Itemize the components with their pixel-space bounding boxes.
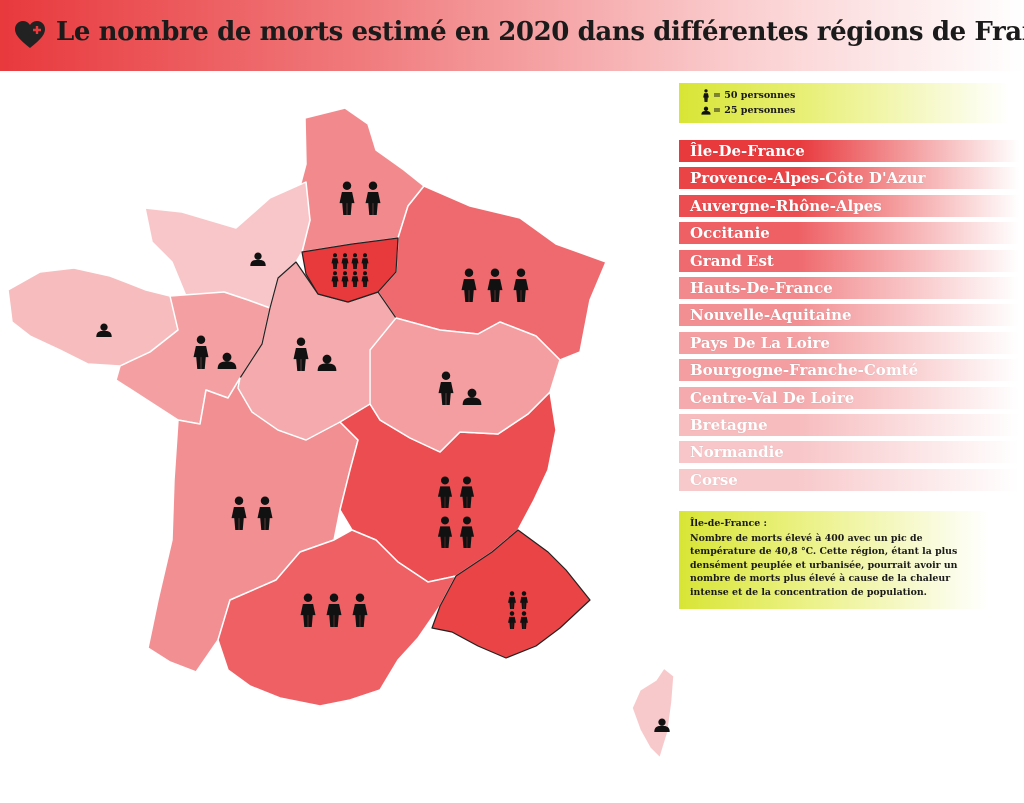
- region-rank-item: Normandie: [679, 441, 1019, 464]
- region-ranking-list: Île-De-France Provence-Alpes-Côte D'Azur A…: [679, 140, 1019, 496]
- map-region: [301, 237, 399, 303]
- legend: = 50 personnes = 25 personnes: [679, 83, 1009, 123]
- map-region: [369, 317, 561, 453]
- note-body: Nombre de morts élevé à 400 avec un pic …: [690, 532, 958, 598]
- legend-half-label: = 25 personnes: [713, 105, 796, 116]
- region-rank-item: Bretagne: [679, 413, 1019, 436]
- person-icon: [703, 89, 709, 102]
- region-rank-item: Nouvelle-Aquitaine: [679, 304, 1019, 327]
- region-rank-item: Provence-Alpes-Côte D'Azur: [679, 167, 1019, 190]
- map-region: [631, 667, 675, 759]
- region-rank-item: Occitanie: [679, 222, 1019, 245]
- region-rank-item: Centre-Val De Loire: [679, 386, 1019, 409]
- heart-plus-icon: [15, 21, 45, 48]
- france-map: [7, 107, 675, 759]
- note-title: Île-de-France :: [690, 518, 767, 529]
- legend-full-person: = 50 personnes: [701, 89, 795, 102]
- region-rank-item: Grand Est: [679, 249, 1019, 272]
- note-box: Île-de-France : Nombre de morts élevé à …: [679, 511, 989, 609]
- half-person-icon: [701, 106, 711, 115]
- region-rank-item: Île-De-France: [679, 140, 1019, 162]
- legend-half-person: = 25 personnes: [701, 105, 795, 116]
- region-rank-item: Pays De La Loire: [679, 331, 1019, 354]
- page-title: Le nombre de morts estimé en 2020 dans d…: [56, 17, 1024, 47]
- region-rank-item: Bourgogne-Franche-Comté: [679, 359, 1019, 382]
- region-rank-item: Auvergne-Rhône-Alpes: [679, 194, 1019, 217]
- title-bar: Le nombre de morts estimé en 2020 dans d…: [0, 0, 1024, 71]
- region-rank-item: Hauts-De-France: [679, 276, 1019, 299]
- legend-full-label: = 50 personnes: [713, 90, 796, 101]
- region-rank-item: Corse: [679, 468, 1019, 491]
